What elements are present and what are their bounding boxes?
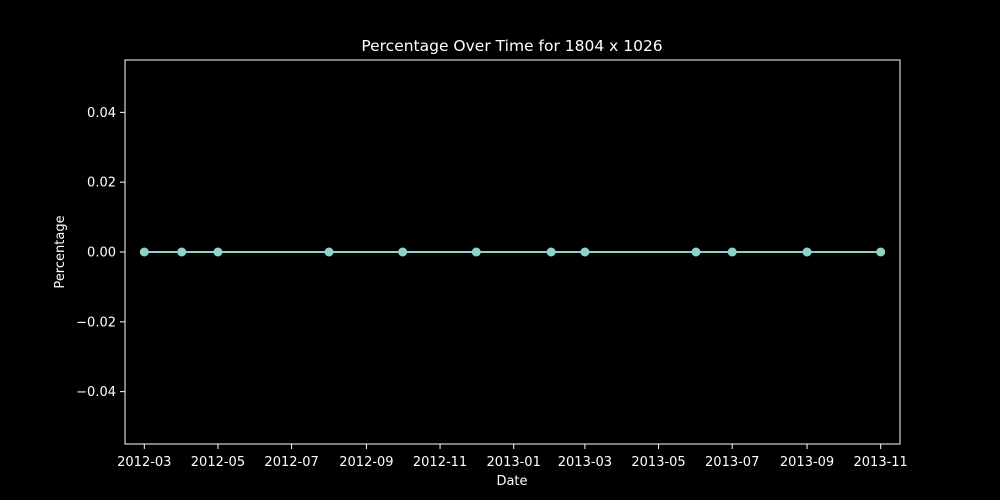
data-point xyxy=(691,247,701,257)
data-point xyxy=(802,247,812,257)
data-point xyxy=(471,247,481,257)
x-tick-label: 2013-09 xyxy=(780,455,834,470)
y-tick-label: −0.02 xyxy=(76,315,116,330)
x-tick-label: 2012-03 xyxy=(117,455,171,470)
x-tick-label: 2013-01 xyxy=(487,455,541,470)
x-tick-label: 2012-09 xyxy=(339,455,393,470)
y-tick-label: 0.00 xyxy=(87,246,116,261)
y-tick-label: 0.04 xyxy=(87,106,116,121)
x-tick-label: 2013-05 xyxy=(631,455,685,470)
chart-title: Percentage Over Time for 1804 x 1026 xyxy=(361,37,662,55)
data-point xyxy=(546,247,556,257)
x-axis: 2012-03 2012-05 2012-07 2012-09 2012-11 2013-… xyxy=(117,444,908,470)
data-point xyxy=(876,247,886,257)
data-point xyxy=(324,247,334,257)
y-axis: 0.04 0.02 0.00 −0.02 −0.04 xyxy=(76,106,125,400)
x-tick-label: 2013-03 xyxy=(558,455,612,470)
data-point xyxy=(139,247,149,257)
data-point xyxy=(727,247,737,257)
data-series xyxy=(139,247,886,257)
x-tick-label: 2012-11 xyxy=(413,455,467,470)
x-tick-label: 2012-05 xyxy=(191,455,245,470)
x-axis-label: Date xyxy=(496,474,527,489)
x-tick-label: 2013-11 xyxy=(854,455,908,470)
y-axis-label: Percentage xyxy=(53,215,68,288)
data-point xyxy=(580,247,590,257)
data-point xyxy=(213,247,223,257)
x-tick-label: 2013-07 xyxy=(705,455,759,470)
data-point xyxy=(177,247,187,257)
x-tick-label: 2012-07 xyxy=(264,455,318,470)
data-point xyxy=(398,247,408,257)
y-tick-label: −0.04 xyxy=(76,385,116,400)
y-tick-label: 0.02 xyxy=(87,176,116,191)
